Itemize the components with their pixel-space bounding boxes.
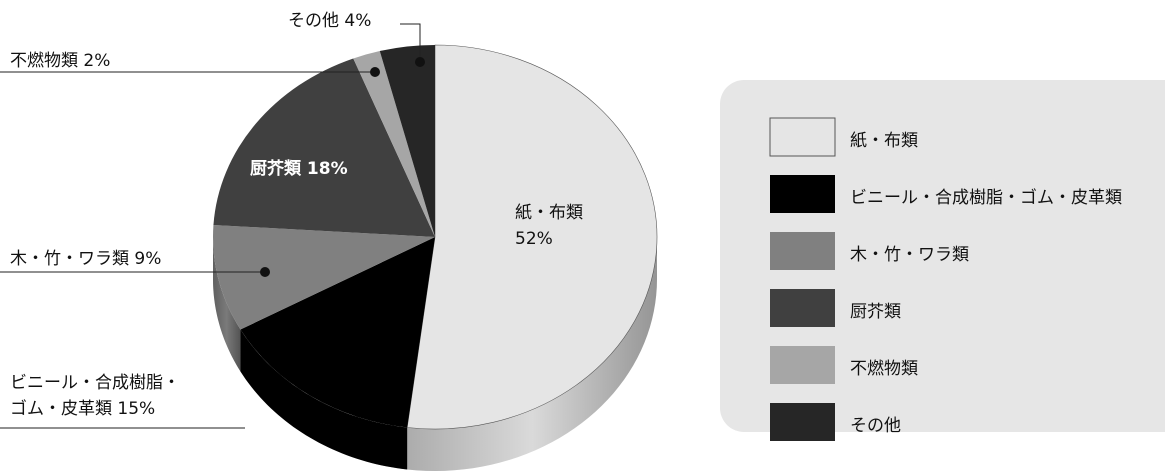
slice [379, 45, 435, 237]
leader-line [400, 23, 421, 62]
legend-label: その他 [850, 416, 901, 436]
slice-side-shade [213, 237, 241, 372]
leader-dot [370, 67, 380, 77]
legend-swatch [770, 289, 835, 327]
legend-label: 厨芥類 [850, 302, 901, 322]
legend-swatch [770, 403, 835, 441]
label-value: 2% [83, 51, 111, 71]
data-label: 不燃物類 2% [10, 48, 110, 74]
label-value: 52% [515, 229, 553, 249]
leader-dot [415, 57, 425, 67]
data-label: 厨芥類 18% [250, 156, 348, 182]
slice [213, 58, 435, 238]
label-value: 15% [117, 399, 156, 419]
data-label: その他 4% [288, 8, 371, 34]
legend-panel [720, 80, 1165, 432]
legend-swatch [770, 232, 835, 270]
legend-label: 不燃物類 [850, 359, 918, 379]
label-value: 4% [344, 11, 372, 31]
legend-swatch [770, 175, 835, 213]
label-value: 9% [134, 249, 162, 269]
legend-label: ビニール・合成樹脂・ゴム・皮革類 [850, 188, 1122, 208]
label-category: ビニール・合成樹脂・ゴム・皮革類 [10, 373, 180, 419]
legend-label: 木・竹・ワラ類 [850, 245, 969, 265]
label-category: 不燃物類 [10, 51, 78, 71]
slice [406, 44, 658, 430]
label-category: その他 [288, 11, 339, 31]
slice [353, 51, 435, 238]
legend-swatch [770, 346, 835, 384]
label-category: 厨芥類 [250, 159, 301, 179]
label-value: 18% [306, 159, 348, 179]
data-label: ビニール・合成樹脂・ゴム・皮革類 15% [10, 370, 189, 422]
slice-side-shade [240, 329, 408, 470]
label-category: 紙・布類 [515, 203, 583, 223]
legend-swatch [769, 117, 836, 157]
data-label: 紙・布類 52% [515, 200, 583, 252]
leader-dot [260, 267, 270, 277]
data-label: 木・竹・ワラ類 9% [10, 246, 161, 272]
legend-label: 紙・布類 [850, 131, 918, 151]
label-category: 木・竹・ワラ類 [10, 249, 129, 269]
slice [212, 224, 435, 330]
slice-side-shade [407, 237, 657, 471]
slice [240, 237, 435, 428]
